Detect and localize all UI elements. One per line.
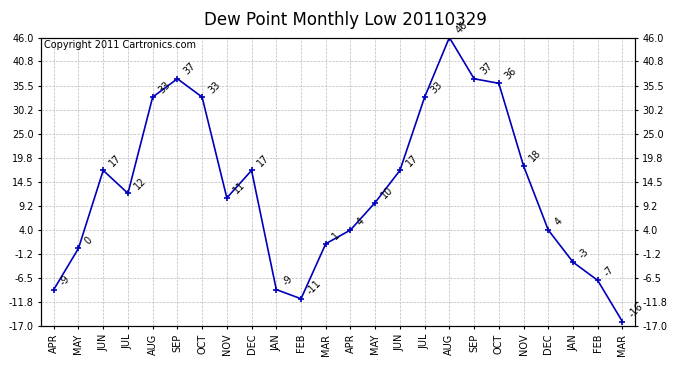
Text: -9: -9 — [280, 273, 295, 287]
Text: 18: 18 — [528, 148, 544, 164]
Text: 10: 10 — [380, 184, 395, 200]
Text: Copyright 2011 Cartronics.com: Copyright 2011 Cartronics.com — [44, 40, 197, 50]
Text: 37: 37 — [181, 61, 197, 76]
Text: -7: -7 — [602, 264, 616, 278]
Text: 37: 37 — [478, 61, 494, 76]
Text: 4: 4 — [553, 216, 564, 228]
Text: 33: 33 — [206, 79, 222, 95]
Text: 12: 12 — [132, 176, 148, 191]
Text: 11: 11 — [231, 180, 247, 196]
Text: 46: 46 — [453, 20, 469, 35]
Text: 17: 17 — [108, 152, 124, 168]
Text: 4: 4 — [355, 216, 366, 228]
Text: 33: 33 — [428, 79, 444, 95]
Text: -3: -3 — [577, 246, 591, 260]
Text: 33: 33 — [157, 79, 172, 95]
Text: Dew Point Monthly Low 20110329: Dew Point Monthly Low 20110329 — [204, 11, 486, 29]
Text: -9: -9 — [58, 273, 72, 287]
Text: 0: 0 — [83, 235, 94, 246]
Text: 36: 36 — [503, 65, 519, 81]
Text: -16: -16 — [627, 301, 645, 320]
Text: 17: 17 — [256, 152, 272, 168]
Text: 1: 1 — [330, 230, 342, 242]
Text: -11: -11 — [305, 278, 324, 297]
Text: 17: 17 — [404, 152, 420, 168]
